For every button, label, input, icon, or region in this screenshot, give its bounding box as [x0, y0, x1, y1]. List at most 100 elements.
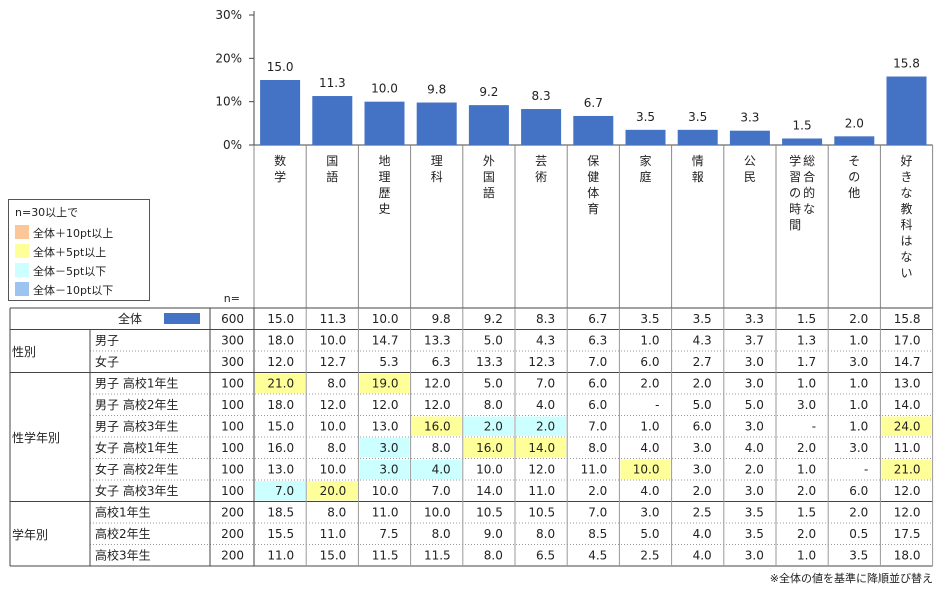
table-cell-value: 11.0 [267, 549, 294, 563]
category-label-char: い [900, 266, 912, 280]
category-label-char: 総 [803, 154, 815, 168]
table-cell-value: 21.0 [894, 463, 921, 477]
bar-value-label: 6.7 [584, 96, 603, 110]
table-cell-value: 2.0 [693, 484, 712, 498]
table-cell-value: - [864, 463, 868, 477]
table-cell-value: 2.0 [484, 420, 503, 434]
legend: n=30以上で 全体＋10pt以上 全体＋5pt以上 全体－5pt以下 全体－1… [8, 199, 150, 301]
category-label-char: 体 [587, 186, 599, 200]
bar [782, 138, 823, 145]
bar-value-label: 3.3 [740, 111, 759, 125]
table-cell-value: 7.0 [275, 484, 294, 498]
table-cell-highlight [411, 459, 462, 479]
table-cell-value: 6.0 [693, 420, 712, 434]
table-cell-value: 5.3 [379, 355, 398, 369]
bar [260, 80, 301, 145]
table-cell-value: 1.0 [797, 549, 816, 563]
table-cell-value: 2.0 [693, 377, 712, 391]
table-cell-value: 3.0 [693, 441, 712, 455]
category-label-char: 語 [483, 185, 495, 200]
bar-value-label: 9.8 [427, 83, 446, 97]
category-label-char: 科 [431, 170, 443, 184]
table-cell-value: 12.7 [320, 355, 347, 369]
table-cell-value: 12.0 [424, 377, 451, 391]
table-cell-value: 2.0 [797, 484, 816, 498]
table-cell-value: 6.0 [640, 355, 659, 369]
table-cell-value: 10.0 [424, 506, 451, 520]
bar-value-label: 3.5 [688, 110, 707, 124]
table-cell-value: 11.5 [424, 549, 451, 563]
table-cell-value: 16.0 [267, 441, 294, 455]
category-label-char: 史 [378, 202, 390, 216]
table-cell-value: 10.0 [633, 463, 660, 477]
table-cell-value: 13.0 [894, 377, 921, 391]
table-cell-value: 13.0 [372, 420, 399, 434]
table-cell-value: 1.0 [797, 377, 816, 391]
table-cell-value: 4.5 [588, 549, 607, 563]
bar [573, 115, 614, 145]
table-cell-value: 3.0 [745, 484, 764, 498]
table-cell-value: 16.0 [476, 441, 503, 455]
table-cell-value: 2.0 [849, 506, 868, 520]
category-label-char: 術 [535, 170, 547, 184]
row-label: 女子 高校1年生 [95, 440, 178, 455]
table-cell-value: 18.0 [894, 549, 921, 563]
table-cell-value: 10.0 [476, 463, 503, 477]
bar [312, 96, 353, 145]
table-cell-value: 2.0 [797, 441, 816, 455]
bar-value-label: 11.3 [319, 76, 346, 90]
table-cell-value: 13.0 [267, 463, 294, 477]
table-cell-value: 4.0 [693, 527, 712, 541]
table-cell-value: 10.5 [476, 506, 503, 520]
footnote: ※全体の値を基準に降順並び替え [769, 572, 933, 585]
category-label-char: 国 [326, 154, 338, 168]
y-tick-label: 20% [215, 51, 242, 65]
table-cell-value: 8.0 [484, 398, 503, 412]
table-cell-value: 6.3 [588, 334, 607, 348]
table-cell-value: 3.0 [849, 441, 868, 455]
y-tick-label: 10% [215, 95, 242, 109]
table-cell-value: 3.0 [849, 355, 868, 369]
table-cell-value: 6.3 [432, 355, 451, 369]
table-cell-value: 18.0 [267, 398, 294, 412]
table-cell-value: 4.0 [432, 463, 451, 477]
category-label-char: の [789, 186, 801, 200]
row-n: 100 [221, 441, 244, 455]
table-cell-value: 14.7 [372, 334, 399, 348]
table-cell-value: 3.0 [797, 398, 816, 412]
table-cell-highlight [881, 459, 932, 479]
table-cell-value: 7.0 [588, 420, 607, 434]
row-label: 男子 高校1年生 [95, 376, 178, 391]
table-cell-value: 2.0 [745, 463, 764, 477]
row-n: 100 [221, 484, 244, 498]
row-n: 200 [221, 527, 244, 541]
y-tick-label: 30% [215, 8, 242, 22]
table-cell-value: 11.0 [372, 506, 399, 520]
category-label-char: 時 [789, 202, 801, 216]
table-cell-value: 8.0 [536, 527, 555, 541]
table-cell-value: 8.3 [536, 312, 555, 326]
table-cell-value: 16.0 [424, 420, 451, 434]
table-cell-value: 2.0 [797, 527, 816, 541]
table-cell-value: 11.0 [320, 527, 347, 541]
table-cell-value: 5.0 [484, 334, 503, 348]
category-label-char: 合 [803, 169, 815, 184]
table-cell-value: 15.5 [267, 527, 294, 541]
category-label-char: な [900, 250, 912, 264]
table-cell-value: 18.0 [267, 334, 294, 348]
bar [677, 129, 718, 145]
table-cell-value: 7.0 [432, 484, 451, 498]
row-label: 全体 [118, 311, 142, 326]
table-cell-value: 1.0 [797, 463, 816, 477]
bar-value-label: 10.0 [371, 82, 398, 96]
table-cell-highlight [307, 481, 358, 501]
category-label-char: 庭 [639, 169, 651, 184]
table-cell-value: 3.0 [745, 377, 764, 391]
table-cell-value: 5.0 [484, 377, 503, 391]
table-cell-value: 7.0 [536, 377, 555, 391]
row-n: 600 [221, 312, 244, 326]
table-cell-highlight [516, 416, 567, 436]
group-label: 学年別 [12, 527, 48, 542]
